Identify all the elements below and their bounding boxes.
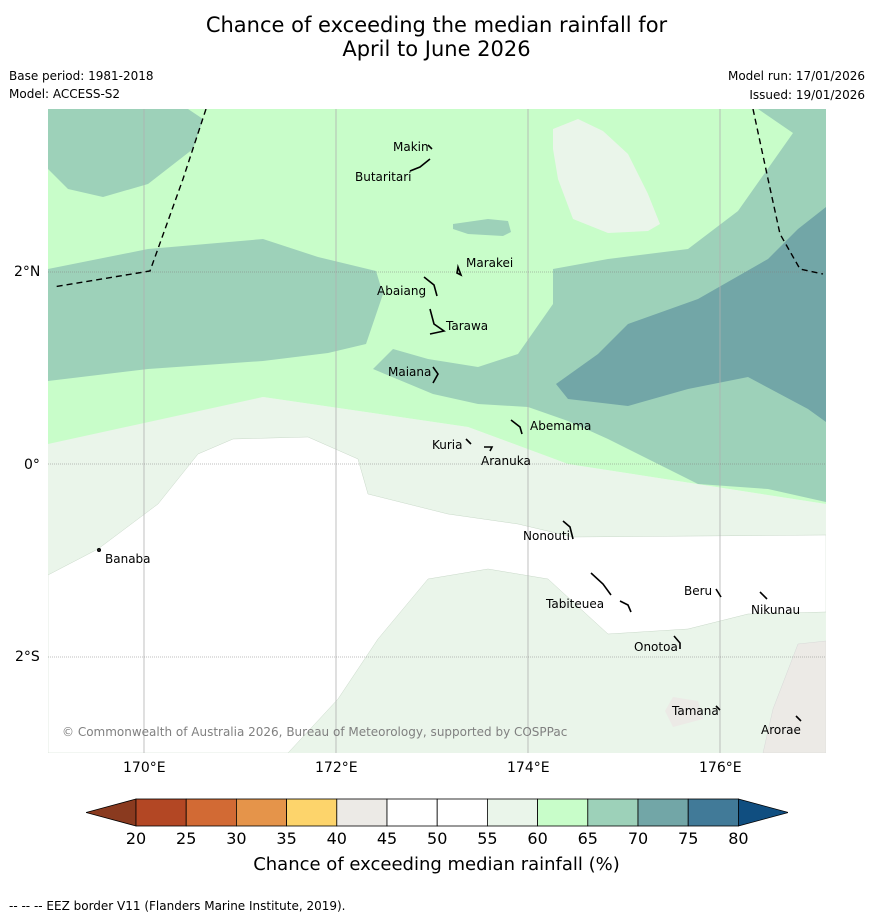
colorbar-low-arrow <box>86 799 136 826</box>
label-nonouti: Nonouti <box>523 529 570 543</box>
colorbar-segment <box>387 799 437 826</box>
colorbar-segment <box>538 799 588 826</box>
colorbar-segment <box>136 799 186 826</box>
colorbar-tick: 50 <box>427 829 447 848</box>
colorbar-tick: 55 <box>477 829 497 848</box>
colorbar-segment <box>588 799 638 826</box>
eez-footnote: -- -- -- EEZ border V11 (Flanders Marine… <box>9 899 346 913</box>
lon-label-170e: 170°E <box>123 760 166 776</box>
colorbar-segment <box>236 799 286 826</box>
copyright-notice: © Commonwealth of Australia 2026, Bureau… <box>62 725 567 739</box>
base-period: Base period: 1981-2018 <box>9 69 154 83</box>
label-nikunau: Nikunau <box>751 603 800 617</box>
colorbar-segment <box>186 799 236 826</box>
colorbar-segment <box>287 799 337 826</box>
colorbar-tick: 30 <box>226 829 246 848</box>
label-onotoa: Onotoa <box>634 640 678 654</box>
colorbar-tick: 35 <box>276 829 296 848</box>
colorbar-segment <box>638 799 688 826</box>
colorbar-segment <box>688 799 738 826</box>
lat-label-2n: 2°N <box>14 264 40 280</box>
label-tarawa: Tarawa <box>445 319 488 333</box>
colorbar-tick: 75 <box>678 829 698 848</box>
label-butaritari: Butaritari <box>355 170 412 184</box>
rainfall-map: Makin Butaritari Marakei Abaiang Tarawa … <box>48 109 826 753</box>
colorbar-segment <box>437 799 487 826</box>
colorbar-segment <box>487 799 537 826</box>
colorbar-segment <box>337 799 387 826</box>
colorbar-tick: 65 <box>578 829 598 848</box>
label-tabiteuea: Tabiteuea <box>545 597 604 611</box>
colorbar-tick: 80 <box>728 829 748 848</box>
lon-label-174e: 174°E <box>507 760 550 776</box>
label-marakei: Marakei <box>466 256 513 270</box>
label-tamana: Tamana <box>671 704 719 718</box>
label-banaba: Banaba <box>105 552 151 566</box>
model-run: Model run: 17/01/2026 <box>728 69 865 83</box>
chart-title-line2: April to June 2026 <box>0 37 873 61</box>
colorbar-tick: 40 <box>327 829 347 848</box>
colorbar-tick: 70 <box>628 829 648 848</box>
lat-label-0: 0° <box>24 457 40 473</box>
label-aranuka: Aranuka <box>481 454 531 468</box>
lat-label-2s: 2°S <box>15 649 40 665</box>
label-beru: Beru <box>684 584 712 598</box>
issued-date: Issued: 19/01/2026 <box>749 88 865 102</box>
label-makin: Makin <box>393 140 429 154</box>
label-abemama: Abemama <box>530 419 591 433</box>
colorbar-tick: 45 <box>377 829 397 848</box>
lon-label-176e: 176°E <box>699 760 742 776</box>
model-name: Model: ACCESS-S2 <box>9 87 120 101</box>
colorbar-high-arrow <box>738 799 788 826</box>
colorbar <box>86 798 788 828</box>
label-kuria: Kuria <box>432 438 463 452</box>
lon-label-172e: 172°E <box>315 760 358 776</box>
label-arorae: Arorae <box>761 723 801 737</box>
label-abaiang: Abaiang <box>377 284 426 298</box>
colorbar-tick: 25 <box>176 829 196 848</box>
colorbar-tick: 20 <box>126 829 146 848</box>
colorbar-label: Chance of exceeding median rainfall (%) <box>0 854 873 875</box>
colorbar-tick: 60 <box>527 829 547 848</box>
label-maiana: Maiana <box>388 365 431 379</box>
chart-title-line1: Chance of exceeding the median rainfall … <box>0 13 873 37</box>
